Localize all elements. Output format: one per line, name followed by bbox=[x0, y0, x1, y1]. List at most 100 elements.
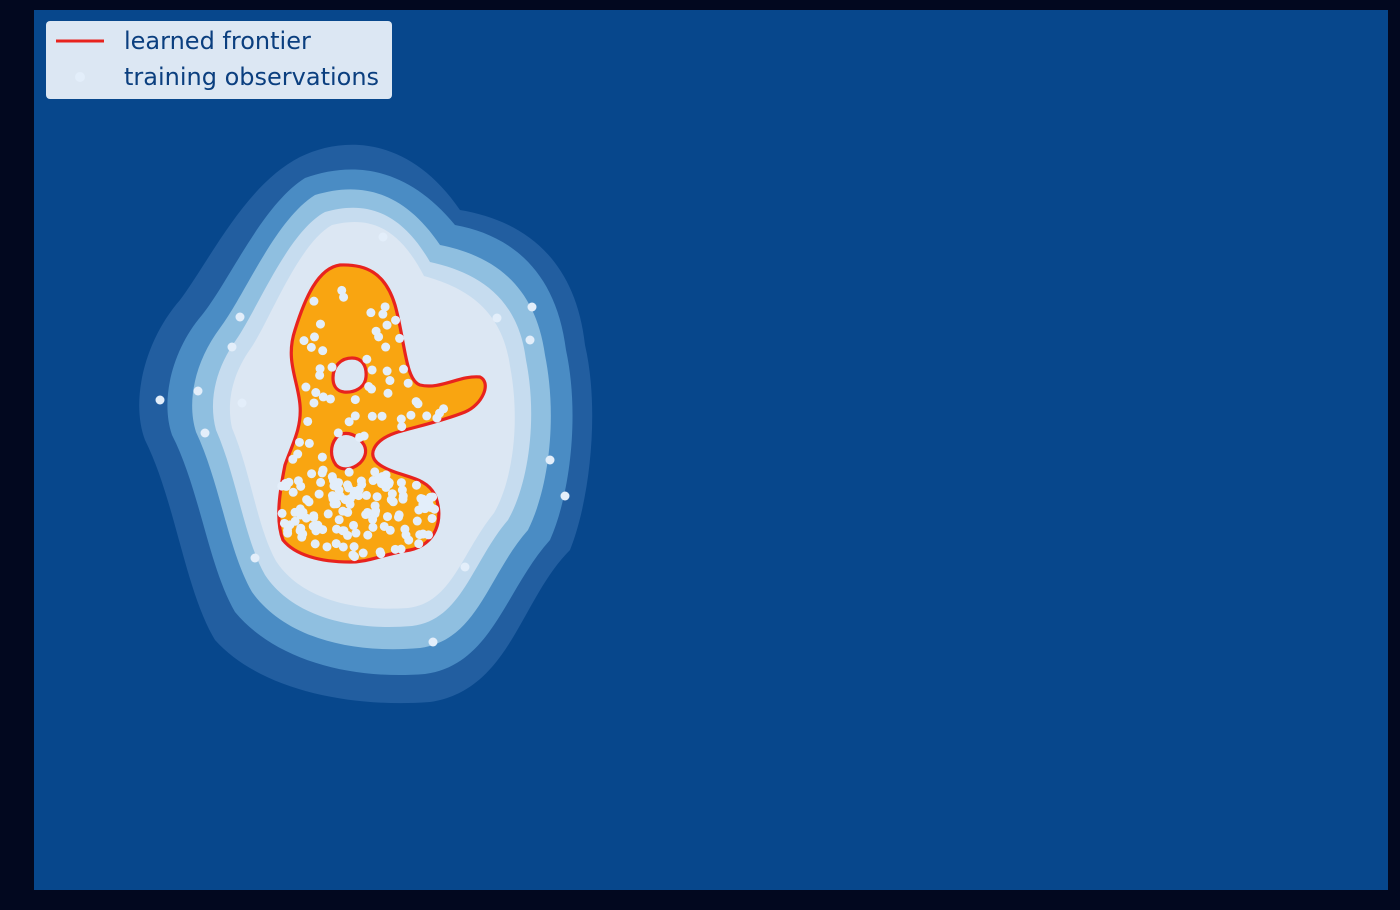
observation-point-inlier bbox=[414, 539, 424, 549]
observation-point-outlier bbox=[560, 491, 570, 501]
observation-point-inlier bbox=[380, 302, 390, 312]
observation-point-inlier bbox=[327, 362, 337, 372]
observation-point-inlier bbox=[295, 526, 305, 536]
legend-point-swatch bbox=[75, 72, 85, 82]
observation-point-outlier bbox=[492, 313, 502, 323]
observation-point-inlier bbox=[362, 354, 372, 364]
observation-point-inlier bbox=[303, 416, 313, 426]
observation-point-inlier bbox=[293, 449, 303, 459]
observation-point-inlier bbox=[427, 513, 437, 523]
observation-point-inlier bbox=[317, 452, 327, 462]
observation-point-outlier bbox=[428, 637, 438, 647]
observation-point-inlier bbox=[338, 526, 348, 536]
observation-point-inlier bbox=[296, 481, 306, 491]
observation-point-inlier bbox=[403, 378, 413, 388]
observation-point-inlier bbox=[299, 336, 309, 346]
observation-point-inlier bbox=[288, 487, 298, 497]
observation-point-outlier bbox=[155, 395, 165, 405]
observation-point-inlier bbox=[383, 512, 393, 522]
observation-point-inlier bbox=[314, 489, 324, 499]
observation-point-inlier bbox=[338, 506, 348, 516]
legend: learned frontier training observations bbox=[46, 21, 392, 99]
observation-point-inlier bbox=[398, 494, 408, 504]
observation-point-inlier bbox=[377, 411, 387, 421]
observation-point-inlier bbox=[345, 499, 355, 509]
observation-point-inlier bbox=[413, 399, 423, 409]
observation-point-inlier bbox=[316, 477, 326, 487]
frontier-hole-upper bbox=[331, 356, 368, 394]
observation-point-inlier bbox=[397, 422, 407, 432]
legend-box bbox=[46, 21, 392, 99]
observation-point-inlier bbox=[374, 332, 384, 342]
plot-area bbox=[34, 10, 1388, 890]
observation-point-inlier bbox=[406, 410, 416, 420]
observation-point-inlier bbox=[306, 342, 316, 352]
observation-point-inlier bbox=[334, 515, 344, 525]
observation-point-inlier bbox=[281, 478, 291, 488]
observation-point-inlier bbox=[318, 392, 328, 402]
observation-point-inlier bbox=[318, 525, 328, 535]
observation-point-inlier bbox=[279, 518, 289, 528]
observation-point-inlier bbox=[344, 417, 354, 427]
observation-point-inlier bbox=[350, 395, 360, 405]
observation-point-inlier bbox=[315, 319, 325, 329]
observation-point-inlier bbox=[420, 504, 430, 514]
observation-point-inlier bbox=[411, 480, 421, 490]
observation-point-inlier bbox=[310, 539, 320, 549]
observation-point-outlier bbox=[525, 335, 535, 345]
observation-point-inlier bbox=[329, 481, 339, 491]
observation-point-inlier bbox=[325, 394, 335, 404]
observation-point-inlier bbox=[372, 492, 382, 502]
observation-point-inlier bbox=[385, 376, 395, 386]
observation-point-inlier bbox=[404, 535, 414, 545]
observation-point-inlier bbox=[350, 411, 360, 421]
observation-point-inlier bbox=[327, 491, 337, 501]
observation-point-inlier bbox=[383, 388, 393, 398]
observation-point-inlier bbox=[385, 525, 395, 535]
observation-point-inlier bbox=[422, 411, 432, 421]
frontier-hole-lower bbox=[329, 431, 368, 471]
observation-point-inlier bbox=[370, 467, 380, 477]
observation-point-inlier bbox=[395, 333, 405, 343]
observation-point-inlier bbox=[361, 510, 371, 520]
observation-point-inlier bbox=[391, 315, 401, 325]
observation-point-inlier bbox=[302, 495, 312, 505]
observation-point-inlier bbox=[322, 542, 332, 552]
observation-point-inlier bbox=[349, 552, 359, 562]
observation-point-inlier bbox=[327, 472, 337, 482]
observation-point-inlier bbox=[367, 411, 377, 421]
observation-point-inlier bbox=[368, 476, 378, 486]
observation-point-inlier bbox=[382, 366, 392, 376]
observation-point-inlier bbox=[397, 485, 407, 495]
observation-point-inlier bbox=[396, 414, 406, 424]
observation-point-inlier bbox=[349, 520, 359, 530]
observation-point-inlier bbox=[412, 516, 422, 526]
observation-point-inlier bbox=[356, 476, 366, 486]
observation-point-outlier bbox=[545, 455, 555, 465]
observation-point-inlier bbox=[355, 432, 365, 442]
observation-point-inlier bbox=[339, 292, 349, 302]
observation-point-inlier bbox=[358, 548, 368, 558]
observation-point-inlier bbox=[368, 522, 378, 532]
observation-point-inlier bbox=[315, 370, 325, 380]
observation-point-inlier bbox=[394, 510, 404, 520]
observation-point-inlier bbox=[381, 470, 391, 480]
observation-point-inlier bbox=[294, 437, 304, 447]
observation-point-inlier bbox=[290, 516, 300, 526]
observation-point-inlier bbox=[309, 332, 319, 342]
observation-point-inlier bbox=[301, 382, 311, 392]
observation-point-inlier bbox=[361, 490, 371, 500]
observation-point-outlier bbox=[250, 553, 260, 563]
observation-point-outlier bbox=[237, 398, 247, 408]
observation-point-inlier bbox=[338, 542, 348, 552]
observation-point-inlier bbox=[378, 309, 388, 319]
observation-point-inlier bbox=[366, 384, 376, 394]
observation-point-inlier bbox=[309, 296, 319, 306]
observation-point-inlier bbox=[309, 398, 319, 408]
observation-point-inlier bbox=[381, 482, 391, 492]
observation-point-outlier bbox=[527, 302, 537, 312]
observation-point-inlier bbox=[283, 528, 293, 538]
observation-point-inlier bbox=[311, 388, 321, 398]
observation-point-outlier bbox=[200, 428, 210, 438]
observation-point-inlier bbox=[351, 528, 361, 538]
